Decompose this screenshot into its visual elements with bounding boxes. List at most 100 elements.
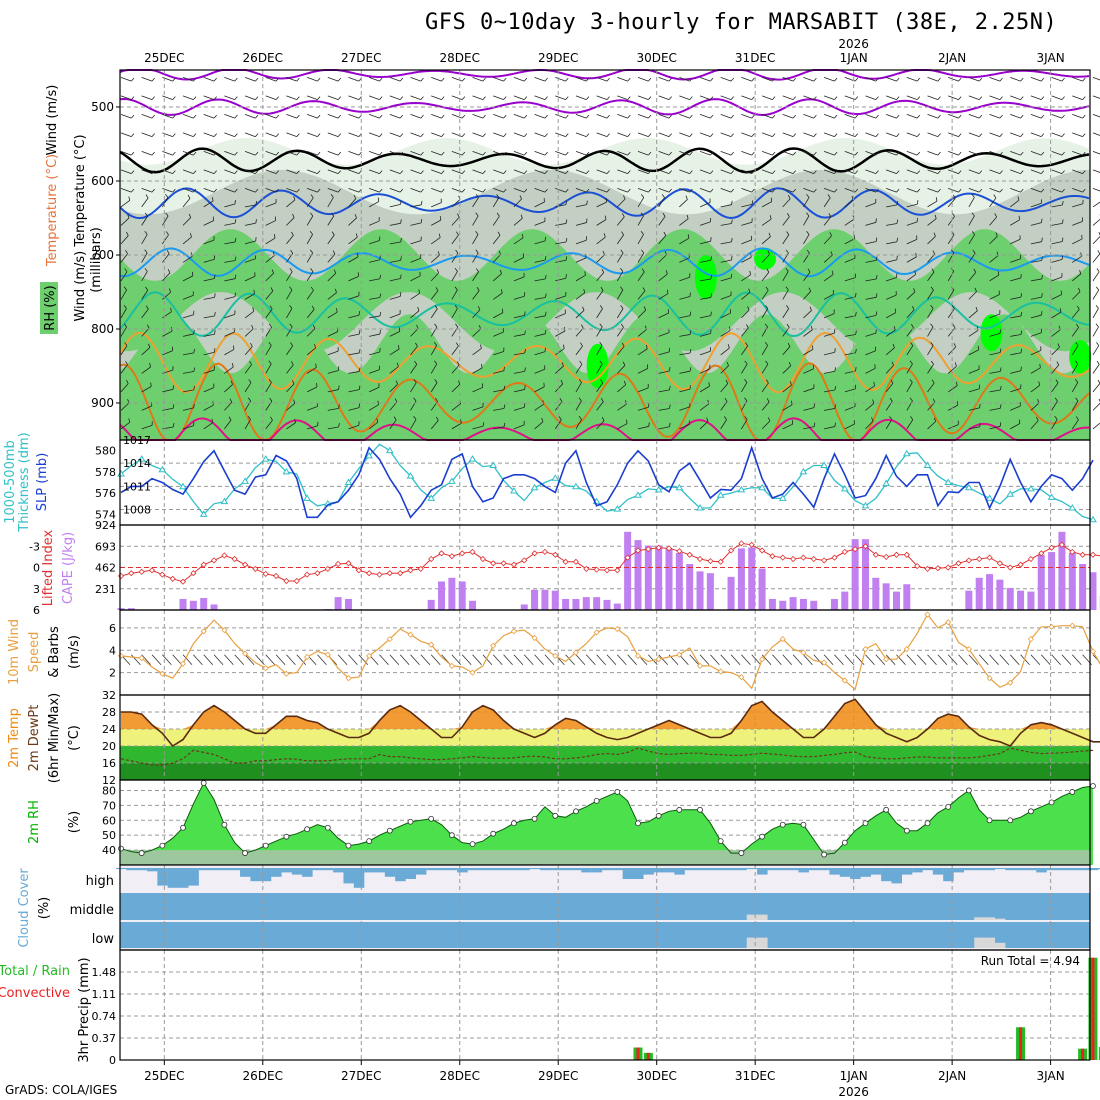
rh2m-point [759,833,765,840]
wind-barb [513,389,525,393]
series-thickness-line [120,443,1094,521]
wind-barb [265,363,272,374]
wind-barb [141,188,153,193]
wind-barb-feather [772,77,776,82]
wind-barb [410,292,420,300]
wind-barb-feather [524,311,526,316]
wind-barb [410,240,422,245]
wind-barb [699,132,711,138]
wind-barb [555,169,566,175]
wind-barb-feather [974,287,977,292]
wind-barb-feather [271,269,274,274]
wind-barb-feather [689,348,692,354]
wind-barb [410,419,417,430]
wind-speed-point [386,636,393,643]
wind-barb-10m [275,654,286,666]
temp-contour--5 [119,97,1090,117]
rh2m-point [221,821,228,828]
wind-barb-10m [575,654,586,666]
left-label-convective: Convective [0,986,70,1001]
wind-barb-feather [399,133,404,137]
wind-barb-feather [855,366,857,372]
wind-barb [679,169,690,175]
wind-barb [699,114,711,119]
wind-barb-feather [126,379,129,384]
wind-barb [286,132,297,138]
wind-barb-feather [1020,96,1024,100]
wind-barb-feather [131,151,135,156]
wind-barb-feather [1056,361,1060,366]
wind-barb-feather [144,249,148,254]
wind-barb [803,188,814,193]
wind-barb-feather [749,270,751,275]
wind-barb [679,334,691,337]
wind-barb-10m [658,654,668,666]
wind-barb-feather [648,96,652,100]
wind-barb-feather [661,194,665,198]
wind-barb [596,132,608,138]
wind-barb [1071,382,1079,393]
cape-bar [1006,587,1014,610]
wind-barb-feather [937,77,941,82]
wind-barb-feather [889,416,893,420]
wind-barb-10m [958,654,968,666]
wind-barb-10m [1051,654,1061,666]
wind-barb-10m [141,654,151,666]
wind-barb-feather [337,188,342,193]
wind-barb-10m [1040,654,1051,666]
wind-barb-feather [606,151,610,156]
wind-barb [410,400,417,411]
wind-barb-feather [834,77,838,82]
wind-barb-feather [787,342,791,347]
wind-barb-feather [275,151,280,156]
wind-barb-feather [435,287,439,291]
wind-speed-point [655,656,662,663]
y-tick-label: 40 [102,844,116,857]
wind-barb-feather [689,330,692,335]
wind-barb [658,254,667,263]
wind-barb [513,95,525,101]
cloud-bar-high [519,868,530,871]
cloud-bar-high [498,868,510,871]
wind-barb-feather [916,114,921,119]
wind-barb [968,349,979,356]
wind-barb [617,365,626,374]
wind-speed-point [614,625,621,633]
wind-barb [555,241,567,245]
y-left-tick-label: 580 [95,445,116,458]
wind-barb [1051,241,1063,245]
wind-barb-feather [599,360,603,365]
wind-barb-feather [337,114,342,119]
wind-barb-feather [268,342,272,346]
wind-barb [306,95,318,101]
wind-barb-10m [699,654,710,666]
wind-barb-feather [131,77,135,82]
cape-bar [200,598,208,610]
wind-barb [265,419,273,430]
li-point [1079,551,1086,558]
wind-barb [1071,327,1079,337]
cloud-bar-low [994,942,1006,948]
wind-barb-10m [286,654,296,666]
wind-barb-feather [565,188,569,193]
wind-barb [865,95,876,101]
wind-barb [596,95,608,101]
wind-barb [203,114,215,119]
wind-barb [493,389,505,393]
wind-barb-feather [830,251,833,256]
wind-barb-feather [710,274,713,280]
wind-barb-feather [813,188,817,193]
wind-barb-feather [584,271,586,276]
wind-barb-feather [1020,77,1024,82]
wind-barb [554,383,564,393]
rh-shade-bright [980,314,1003,352]
wind-barb-feather [317,151,321,156]
wind-barb [534,278,546,282]
wind-barb [637,234,644,245]
wind-barb-feather [730,77,734,82]
wind-barb-feather [751,188,755,193]
wind-barb [865,151,876,156]
li-point [665,545,673,552]
wind-barb [844,277,856,282]
